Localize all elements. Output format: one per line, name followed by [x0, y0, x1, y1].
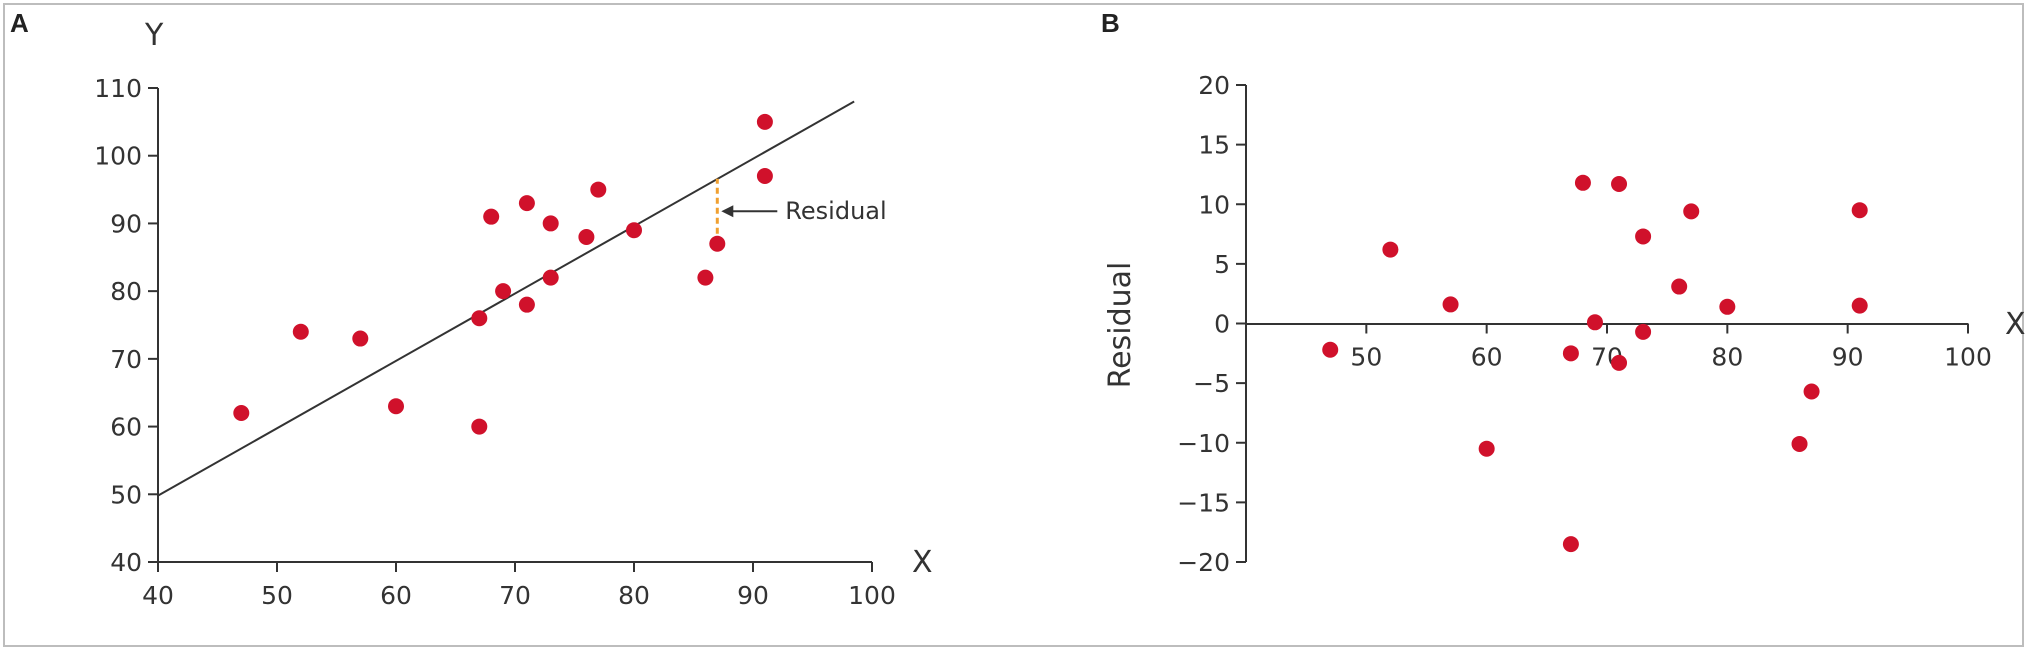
data-point — [1683, 203, 1700, 220]
y-tick-label: 100 — [94, 142, 142, 171]
data-point — [1851, 297, 1868, 314]
data-point — [471, 418, 488, 435]
data-point — [1562, 536, 1579, 553]
data-point — [1803, 383, 1820, 400]
data-point — [578, 228, 595, 245]
data-point — [471, 310, 488, 327]
y-tick-label: 60 — [110, 413, 142, 442]
data-point — [1671, 278, 1688, 295]
data-point — [518, 296, 535, 313]
data-point — [1562, 345, 1579, 362]
panel-b-y-axis-title: Residual — [1103, 262, 1138, 389]
panel-b-y-ticks: 20 15 10 5 0 −5 −10 −15 −20 — [1177, 71, 1246, 577]
panel-b-x-axis-title: X — [2005, 307, 2026, 342]
data-point — [233, 405, 250, 422]
y-tick-label: −5 — [1193, 369, 1230, 398]
y-tick-label: −15 — [1177, 488, 1230, 517]
data-point — [1635, 323, 1652, 340]
panel-b-points — [1322, 174, 1868, 553]
x-tick-label: 50 — [261, 581, 293, 610]
data-point — [1611, 354, 1628, 371]
data-point — [495, 283, 512, 300]
data-point — [626, 222, 642, 239]
x-tick-label: 90 — [1832, 343, 1864, 372]
data-point — [542, 215, 559, 232]
x-tick-label: 100 — [1944, 343, 1992, 372]
y-tick-label: −20 — [1177, 548, 1230, 577]
residual-arrow-head — [721, 205, 734, 218]
panel-a-x-ticks: 40 50 60 70 80 90 100 — [142, 562, 896, 610]
panel-b-label: B — [1101, 8, 1120, 38]
data-point — [756, 113, 773, 130]
data-point — [483, 208, 500, 225]
data-point — [756, 168, 773, 185]
residual-label: Residual — [785, 197, 886, 225]
panel-a-label: A — [10, 8, 29, 38]
y-tick-label: 15 — [1198, 131, 1230, 160]
data-point — [1635, 228, 1652, 245]
data-point — [709, 235, 726, 252]
x-tick-label: 70 — [499, 581, 531, 610]
x-tick-label: 100 — [848, 581, 896, 610]
y-tick-label: 20 — [1198, 71, 1230, 100]
data-point — [1478, 440, 1495, 457]
data-point — [1791, 435, 1808, 452]
data-point — [697, 269, 714, 286]
y-tick-label: 40 — [110, 548, 142, 577]
x-tick-label: 40 — [142, 581, 174, 610]
panel-a-residual-annotation: Residual — [715, 178, 887, 244]
data-point — [518, 195, 535, 212]
panel-a-points — [233, 113, 773, 435]
panel-a-x-axis-title: X — [912, 545, 933, 580]
x-tick-label: 50 — [1350, 343, 1382, 372]
x-tick-label: 80 — [618, 581, 650, 610]
data-point — [1442, 296, 1459, 313]
y-tick-label: 80 — [110, 277, 142, 306]
data-point — [388, 398, 404, 415]
panel-a-regression-line — [157, 100, 855, 497]
panel-a: A Y X 40 50 60 70 80 90 100 110 40 50 60 70 80 90 100… — [10, 8, 933, 610]
y-tick-label: 110 — [94, 74, 142, 103]
y-tick-label: 70 — [110, 345, 142, 374]
data-point — [292, 323, 309, 340]
data-point — [1611, 175, 1628, 192]
data-point — [1851, 202, 1868, 219]
panel-a-y-ticks: 40 50 60 70 80 90 100 110 — [94, 74, 158, 577]
y-tick-label: 5 — [1214, 250, 1230, 279]
y-tick-label: 90 — [110, 209, 142, 238]
data-point — [1719, 298, 1736, 315]
y-tick-label: 50 — [110, 480, 142, 509]
data-point — [542, 269, 559, 286]
x-tick-label: 60 — [380, 581, 412, 610]
y-tick-label: −10 — [1177, 429, 1230, 458]
x-tick-label: 80 — [1711, 343, 1743, 372]
data-point — [1322, 341, 1339, 358]
data-point — [1382, 241, 1399, 258]
panel-a-y-axis-title: Y — [144, 18, 164, 53]
data-point — [590, 181, 607, 198]
data-point — [352, 330, 369, 347]
y-tick-label: 10 — [1198, 190, 1230, 219]
data-point — [1574, 174, 1591, 191]
panel-b-x-ticks: 50 60 70 80 90 100 — [1350, 323, 1992, 372]
y-tick-label: 0 — [1214, 310, 1230, 339]
x-tick-label: 60 — [1471, 343, 1503, 372]
x-tick-label: 90 — [737, 581, 769, 610]
data-point — [1586, 314, 1603, 331]
